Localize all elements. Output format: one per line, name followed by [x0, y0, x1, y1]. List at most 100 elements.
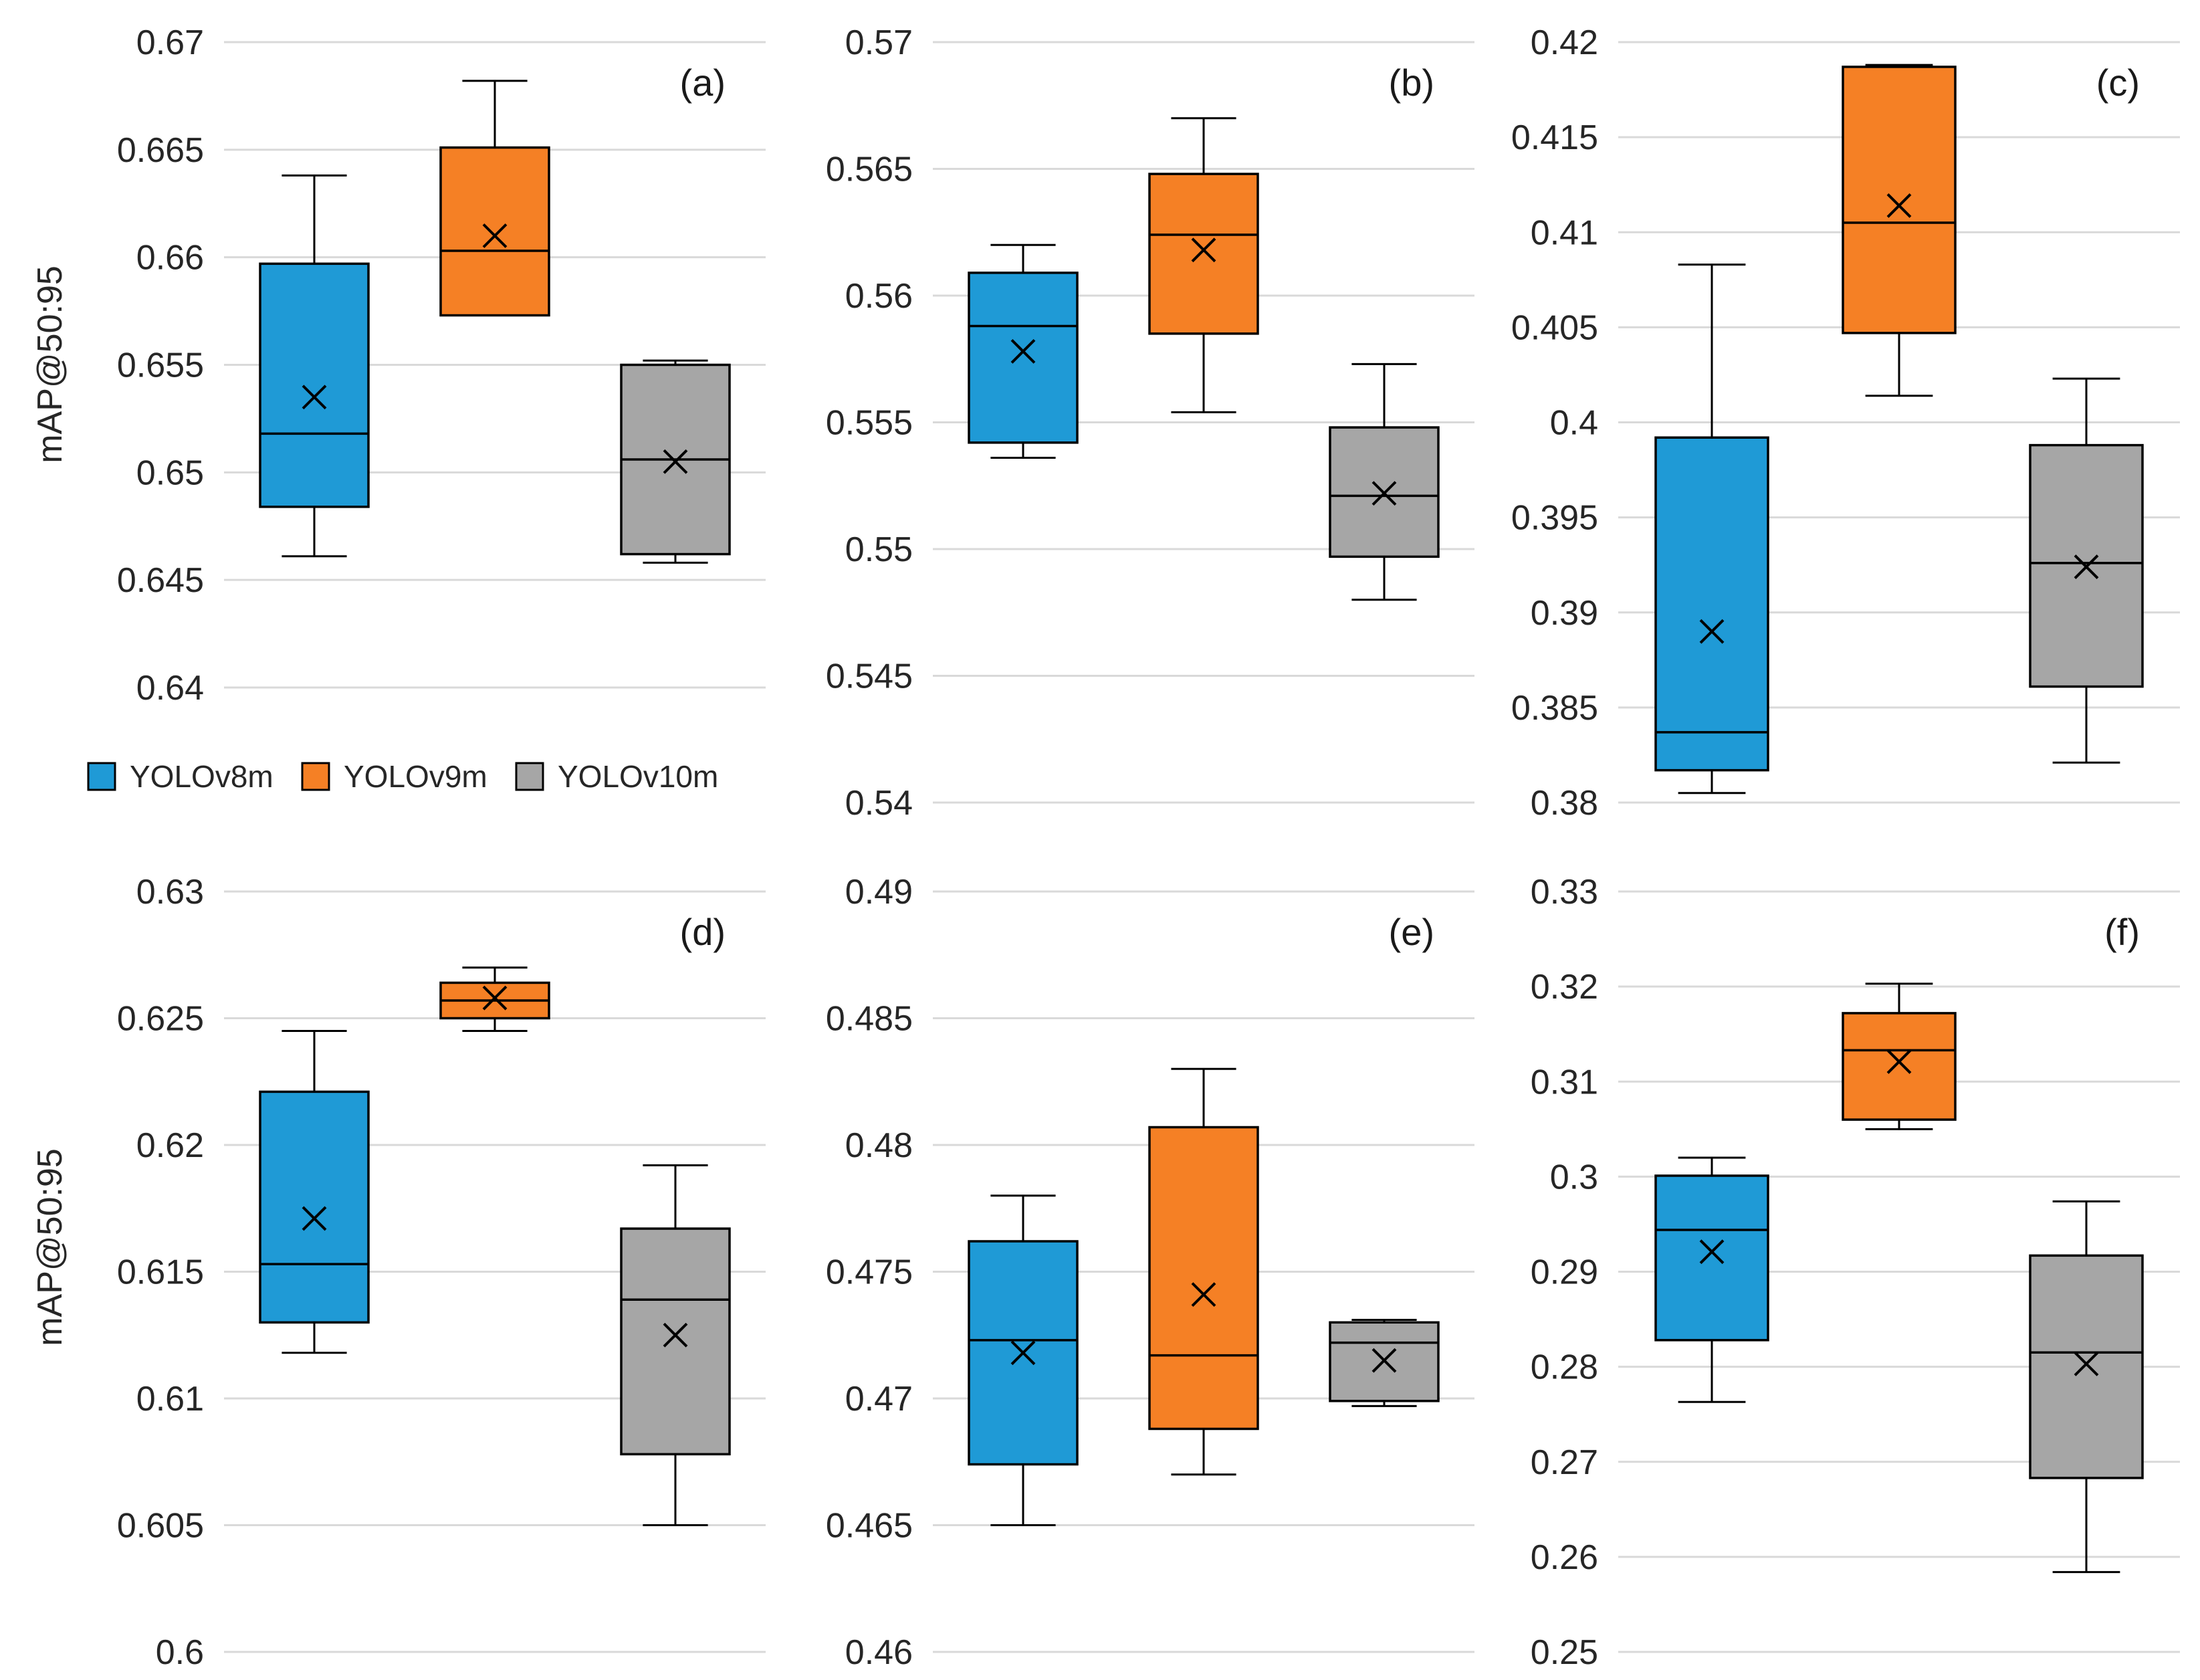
panel-f-y-tick-label: 0.32	[1531, 968, 1598, 1007]
panel-c-box-yolov10m-mean-marker	[2074, 554, 2099, 579]
panel-d-box-yolov8m[interactable]	[259, 1029, 370, 1354]
panel-e-y-tick-label: 0.485	[826, 1000, 913, 1039]
legend-item-yolov10m[interactable]: YOLOv10m	[515, 759, 718, 794]
panel-a-box-yolov10m[interactable]	[620, 359, 731, 564]
legend-item-yolov9m[interactable]: YOLOv9m	[301, 759, 487, 794]
panel-d-y-tick-label: 0.625	[117, 1000, 204, 1039]
panel-e-box-yolov9m-mean-marker	[1191, 1282, 1216, 1307]
panel-c-y-tick-label: 0.38	[1531, 784, 1598, 823]
panel-a-box-yolov8m-iqr-box	[259, 262, 370, 508]
legend-label-yolov10m: YOLOv10m	[558, 759, 718, 794]
panel-b-box-yolov8m-iqr-box	[968, 272, 1079, 444]
panel-a-box-yolov9m[interactable]	[439, 80, 550, 317]
legend: YOLOv8m YOLOv9m YOLOv10m	[87, 759, 718, 794]
panel-e: 0.46 0.465 0.47 0.475 0.48 0.485 0.49 (e)	[826, 873, 1474, 1672]
panel-a-y-tick-label: 0.67	[136, 23, 204, 62]
panel-f-box-yolov9m-mean-marker	[1886, 1049, 1912, 1074]
legend-swatch-yolov10m	[515, 762, 544, 791]
panel-e-box-yolov8m-iqr-box	[968, 1240, 1079, 1466]
panels-layer: 0.640.6450.650.6550.660.6650.67(a)0.540.…	[117, 23, 2180, 1672]
y-axis-label-bottom: mAP@50:95	[31, 1148, 70, 1346]
panel-b-box-yolov10m-mean-marker	[1371, 481, 1397, 506]
panel-d-y-tick-label: 0.63	[136, 873, 204, 912]
panel-b-y-tick-label: 0.54	[845, 784, 913, 823]
panel-f-box-yolov9m-iqr-box	[1842, 1012, 1957, 1121]
panel-f-box-yolov8m-mean-marker	[1699, 1239, 1725, 1265]
panel-f-y-tick-label: 0.33	[1531, 873, 1598, 912]
panel-d-label: (d)	[680, 911, 726, 953]
panel-d-box-yolov8m-mean-marker	[302, 1206, 327, 1231]
panel-b: 0.54 0.545 0.55 0.555 0.56 0.565 0.57 (b)	[826, 23, 1474, 823]
panel-e-y-tick-label: 0.48	[845, 1126, 913, 1165]
panel-d-y-tick-label: 0.605	[117, 1507, 204, 1546]
panel-f-box-yolov10m-mean-marker	[2074, 1351, 2099, 1376]
panel-c-box-yolov9m-iqr-box	[1842, 66, 1957, 334]
panel-d-y-tick-label: 0.615	[117, 1253, 204, 1292]
panel-f-y-tick-label: 0.29	[1531, 1253, 1598, 1292]
panel-c-label: (c)	[2096, 62, 2140, 104]
panel-f-box-yolov10m[interactable]	[2029, 1200, 2144, 1574]
panel-a-box-yolov8m-mean-marker	[302, 385, 327, 410]
panel-e-box-yolov8m[interactable]	[968, 1194, 1079, 1526]
panel-f-y-tick-label: 0.31	[1531, 1063, 1598, 1101]
y-axis-label-top: mAP@50:95	[31, 266, 70, 463]
panel-c: 0.38 0.385 0.39 0.395 0.4 0.405 0.41 0.415 0.42 (…	[1511, 23, 2180, 823]
panel-b-box-yolov8m-mean-marker	[1010, 338, 1036, 364]
panel-f-box-yolov9m[interactable]	[1842, 982, 1957, 1130]
panel-e-box-yolov9m-iqr-box	[1148, 1126, 1259, 1431]
panel-c-y-tick-label: 0.42	[1531, 23, 1598, 62]
panel-a-y-tick-label: 0.645	[117, 561, 204, 600]
panel-f-y-tick-label: 0.27	[1531, 1443, 1598, 1482]
panel-f-box-yolov8m-iqr-box	[1654, 1174, 1769, 1342]
panel-d-y-tick-label: 0.62	[136, 1126, 204, 1165]
panel-d-box-yolov10m-iqr-box	[620, 1227, 731, 1456]
panel-e-box-yolov9m[interactable]	[1148, 1067, 1259, 1476]
panel-c-y-tick-label: 0.4	[1550, 404, 1598, 443]
legend-swatch-yolov8m	[87, 762, 116, 791]
panel-b-y-tick-label: 0.55	[845, 530, 913, 569]
panel-c-y-tick-label: 0.415	[1511, 118, 1598, 157]
panel-f-y-tick-label: 0.26	[1531, 1538, 1598, 1577]
panel-b-box-yolov9m[interactable]	[1148, 117, 1259, 413]
panel-d-box-yolov9m-mean-marker	[482, 985, 508, 1011]
panel-e-y-tick-label: 0.465	[826, 1507, 913, 1546]
panel-d-box-yolov10m-mean-marker	[663, 1322, 688, 1348]
panel-c-y-tick-label: 0.385	[1511, 689, 1598, 728]
panel-f-label: (f)	[2104, 911, 2140, 953]
panel-d-box-yolov8m-iqr-box	[259, 1090, 370, 1324]
panel-a-box-yolov10m-mean-marker	[663, 449, 688, 474]
panel-b-box-yolov8m[interactable]	[968, 243, 1079, 459]
panel-f-y-tick-label: 0.25	[1531, 1633, 1598, 1672]
panel-e-label: (e)	[1389, 911, 1434, 953]
panel-a: 0.64 0.645 0.65 0.655 0.66 0.665 0.67 (a)	[117, 23, 766, 708]
panel-f-box-yolov8m[interactable]	[1654, 1156, 1769, 1403]
panel-a-y-tick-label: 0.655	[117, 346, 204, 385]
panel-e-box-yolov8m-mean-marker	[1010, 1340, 1036, 1366]
panel-d-box-yolov10m[interactable]	[620, 1164, 731, 1526]
panel-c-box-yolov10m[interactable]	[2029, 377, 2144, 764]
legend-label-yolov9m: YOLOv9m	[344, 759, 487, 794]
panel-e-y-tick-label: 0.49	[845, 873, 913, 912]
panel-a-y-tick-label: 0.665	[117, 131, 204, 170]
panel-c-box-yolov9m-mean-marker	[1886, 193, 1912, 218]
panel-b-label: (b)	[1389, 62, 1434, 104]
panel-c-y-tick-label: 0.41	[1531, 213, 1598, 252]
panel-d: 0.6 0.605 0.61 0.615 0.62 0.625 0.63 (d)	[117, 873, 766, 1672]
panel-e-y-tick-label: 0.475	[826, 1253, 913, 1292]
panel-d-y-tick-label: 0.6	[156, 1633, 204, 1672]
panel-e-box-yolov10m[interactable]	[1329, 1319, 1440, 1407]
panel-b-y-tick-label: 0.57	[845, 23, 913, 62]
panel-b-box-yolov10m[interactable]	[1329, 362, 1440, 601]
panel-d-box-yolov9m[interactable]	[439, 966, 550, 1032]
legend-label-yolov8m: YOLOv8m	[130, 759, 273, 794]
panel-b-y-tick-label: 0.555	[826, 404, 913, 443]
panel-e-y-tick-label: 0.46	[845, 1633, 913, 1672]
panel-a-box-yolov8m[interactable]	[259, 174, 370, 558]
panel-c-y-tick-label: 0.395	[1511, 499, 1598, 538]
panel-b-box-yolov10m-iqr-box	[1329, 426, 1440, 558]
panel-c-box-yolov9m[interactable]	[1842, 64, 1957, 397]
panel-c-box-yolov8m[interactable]	[1654, 264, 1769, 795]
legend-item-yolov8m[interactable]: YOLOv8m	[87, 759, 273, 794]
panel-a-label: (a)	[680, 62, 726, 104]
legend-swatch-yolov9m	[301, 762, 330, 791]
